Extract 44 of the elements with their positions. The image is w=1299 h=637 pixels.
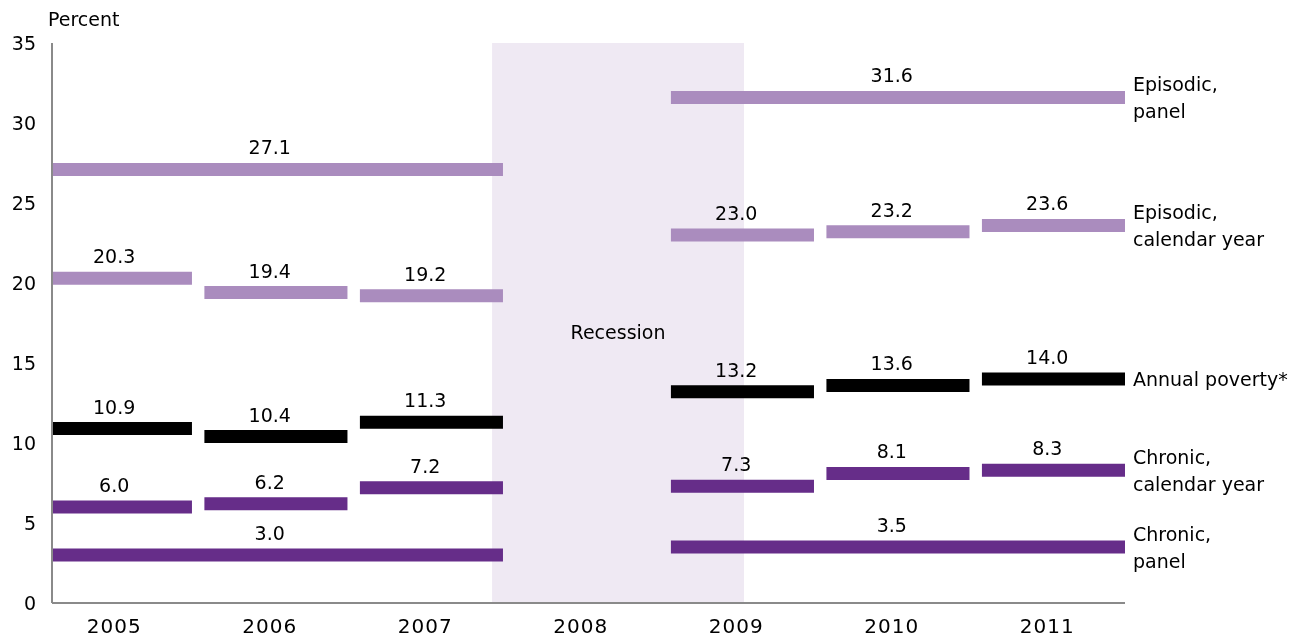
x-tick-label: 2006 <box>242 614 298 637</box>
series-label: Chronic, panel <box>1133 522 1212 572</box>
data-label: 7.3 <box>721 453 752 476</box>
data-label: 23.6 <box>1026 192 1069 215</box>
data-label: 13.2 <box>715 358 758 381</box>
y-tick-label: 5 <box>23 511 36 534</box>
series-label: Annual poverty* <box>1133 368 1288 390</box>
data-label: 31.6 <box>870 64 913 87</box>
data-label: 23.2 <box>870 198 913 221</box>
x-tick-label: 2010 <box>864 614 920 637</box>
y-tick-label: 30 <box>11 111 36 134</box>
series-label: Episodic, calendar year <box>1133 200 1265 250</box>
data-label: 27.1 <box>248 136 291 159</box>
data-label: 23.0 <box>715 202 758 224</box>
y-axis-title: Percent <box>48 8 120 30</box>
y-tick-label: 10 <box>11 431 36 454</box>
x-tick-label: 2005 <box>86 614 142 637</box>
data-label: 3.5 <box>876 514 907 536</box>
y-tick-label: 15 <box>11 351 36 374</box>
data-label: 11.3 <box>404 389 447 412</box>
data-label: 3.0 <box>254 522 285 544</box>
x-tick-label: 2007 <box>397 614 453 637</box>
data-label: 8.1 <box>876 440 907 463</box>
data-label: 14.0 <box>1026 346 1069 368</box>
series-label: Chronic, calendar year <box>1133 445 1265 495</box>
data-label: 19.4 <box>248 259 291 282</box>
data-label: 6.2 <box>254 470 285 493</box>
data-label: 13.6 <box>870 352 913 375</box>
x-tick-label: 2009 <box>708 614 764 637</box>
data-label: 10.9 <box>93 395 136 418</box>
data-label: 6.0 <box>99 474 130 496</box>
y-tick-label: 20 <box>11 271 36 294</box>
y-tick-label: 0 <box>23 591 36 614</box>
y-tick-label: 35 <box>11 31 36 54</box>
data-label: 10.4 <box>248 403 291 426</box>
y-tick-label: 25 <box>11 191 36 214</box>
x-tick-label: 2008 <box>553 614 609 637</box>
data-label: 20.3 <box>93 245 136 268</box>
data-label: 7.2 <box>410 454 441 477</box>
x-tick-label: 2011 <box>1019 614 1075 637</box>
band-label: Recession <box>570 321 666 343</box>
data-label: 8.3 <box>1032 437 1063 460</box>
data-label: 19.2 <box>404 262 447 285</box>
series-label: Episodic, panel <box>1133 72 1218 122</box>
